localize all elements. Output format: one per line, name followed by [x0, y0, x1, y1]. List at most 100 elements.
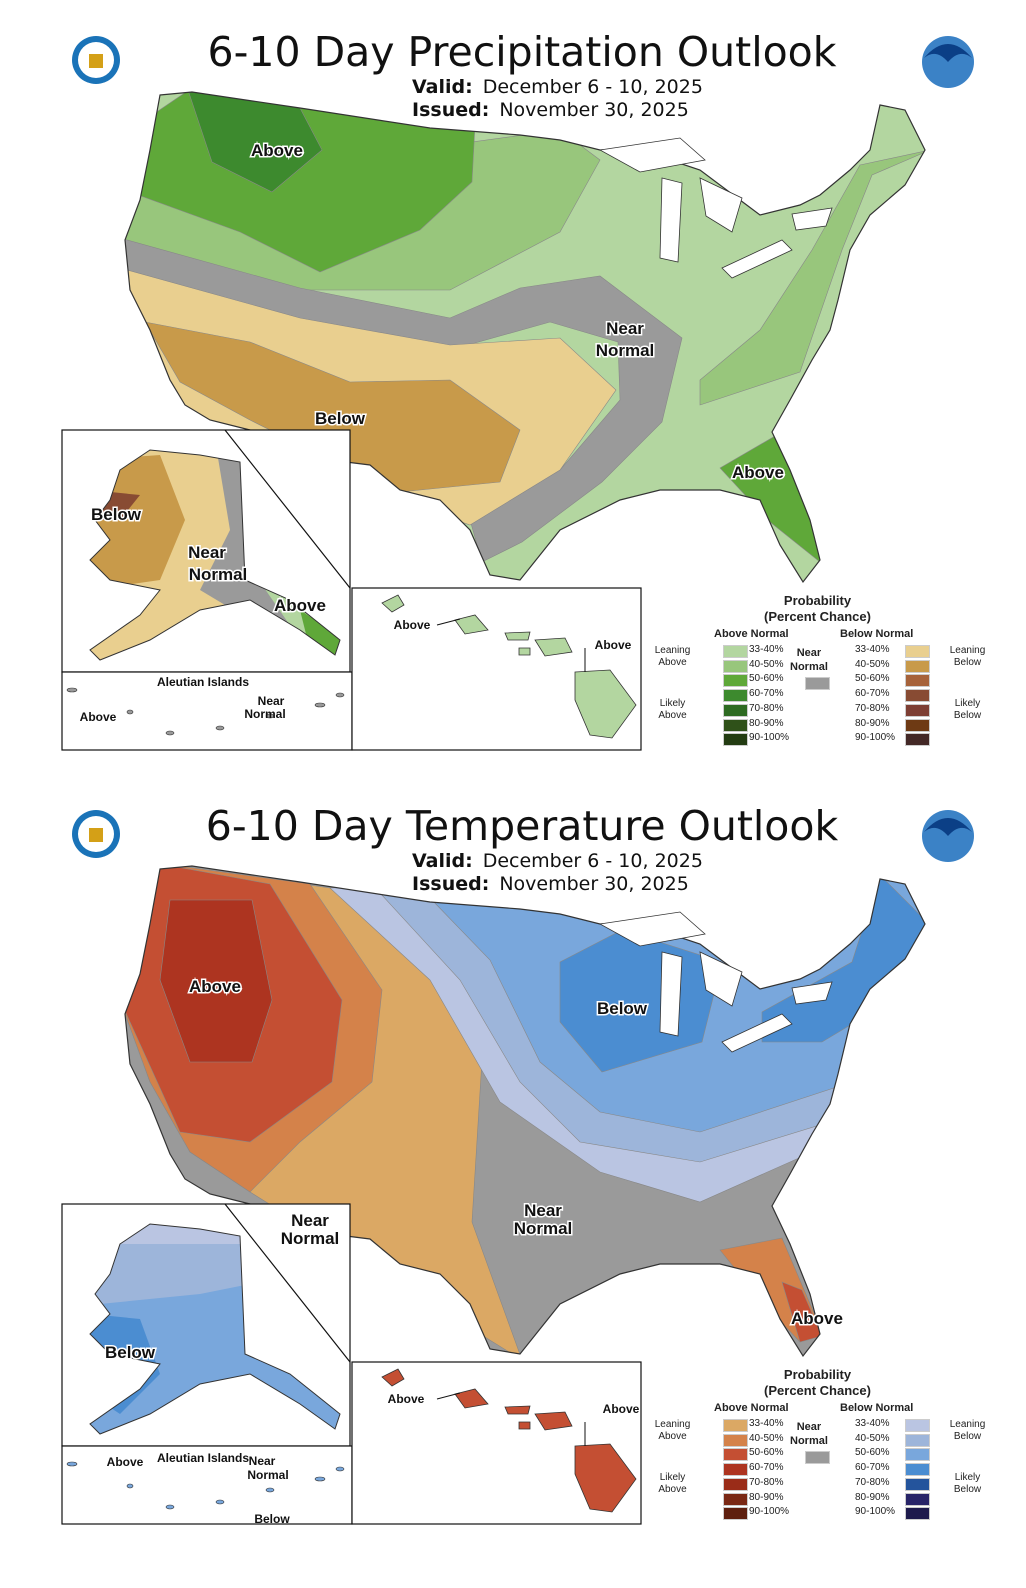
great-lake — [699, 177, 743, 233]
great-lake — [721, 239, 793, 279]
above-range-label: 60-70% — [749, 1462, 784, 1474]
above-range-label: 90-100% — [749, 1506, 790, 1518]
probability-legend: Probability (Percent Chance) Above Normal B… — [650, 590, 990, 750]
hawaii-island — [534, 1411, 573, 1431]
valid-dates: Valid: December 6 - 10, 2025 — [412, 76, 703, 98]
valid-value: December 6 - 10, 2025 — [482, 850, 703, 872]
issued-value: November 30, 2025 — [499, 873, 689, 895]
below-swatch — [905, 1477, 930, 1491]
map-label: Above — [388, 1392, 425, 1406]
map-label: Aleutian Islands — [157, 675, 249, 689]
probability-legend: Probability (Percent Chance) Above Normal B… — [650, 1364, 990, 1524]
temperature-outlook-panel: Above Below Near Normal Near Normal Above Below… — [0, 774, 1026, 1549]
above-swatch — [723, 1507, 748, 1521]
map-label: Above — [107, 1455, 144, 1469]
near-normal-label: Near Normal — [790, 1421, 828, 1447]
above-range-label: 50-60% — [749, 673, 784, 685]
hawaii-island — [504, 631, 531, 641]
above-swatch — [723, 645, 748, 658]
issued-date: Issued: November 30, 2025 — [412, 873, 689, 895]
below-swatch — [905, 1448, 930, 1462]
valid-label: Valid: — [412, 76, 473, 98]
below-swatch — [905, 1492, 930, 1506]
above-range-label: 40-50% — [749, 1432, 784, 1444]
map-label: Normal — [281, 1229, 340, 1248]
below-range-label: 50-60% — [855, 1447, 890, 1459]
alaska-outline — [89, 449, 341, 661]
above-swatch — [723, 1463, 748, 1477]
above-range-label: 33-40% — [749, 1418, 784, 1429]
aleutian-island — [66, 1461, 78, 1467]
above-range-label: 33-40% — [749, 644, 784, 655]
legend-subtitle: (Percent Chance) — [764, 1383, 871, 1398]
aleutian-island — [314, 702, 326, 708]
outlook-region-below-40-50 — [144, 321, 521, 493]
aleutian-island — [126, 1483, 134, 1489]
above-swatch — [723, 1492, 748, 1506]
map-label: Near — [524, 1201, 562, 1220]
below-swatch — [905, 1507, 930, 1521]
below-range-label: 60-70% — [855, 1462, 890, 1474]
issued-label: Issued: — [412, 873, 490, 895]
legend-subtitle: (Percent Chance) — [764, 609, 871, 624]
above-swatch — [723, 659, 748, 673]
aleutian-island — [335, 692, 345, 698]
hawaii-island — [574, 669, 637, 739]
below-swatch — [905, 1463, 930, 1477]
leaning-below-label: Leaning Below — [949, 645, 986, 668]
map-label: Above — [791, 1309, 843, 1328]
aleutian-island — [265, 713, 275, 719]
below-swatch — [905, 645, 930, 658]
above-swatch — [723, 718, 748, 732]
page-title: 6-10 Day Precipitation Outlook — [207, 28, 837, 76]
above-range-label: 60-70% — [749, 688, 784, 700]
alaska-outline — [89, 1223, 341, 1435]
hawaii-island — [504, 1405, 531, 1415]
likely-below-label: Likely Below — [953, 1472, 982, 1495]
near-normal-label: Near Normal — [790, 647, 828, 673]
aleutian-island — [66, 687, 78, 693]
map-label: Below — [91, 505, 142, 524]
above-swatch — [723, 689, 748, 703]
likely-above-label: Likely Above — [658, 698, 687, 721]
map-label: Above — [732, 463, 784, 482]
great-lake — [598, 137, 706, 173]
above-swatch — [723, 1419, 748, 1432]
aleutian-island — [215, 1499, 225, 1505]
aleutian-island — [215, 725, 225, 731]
map-label: Below — [597, 999, 648, 1018]
great-lake — [721, 1013, 793, 1053]
below-swatch — [905, 689, 930, 703]
below-range-label: 80-90% — [855, 1491, 890, 1503]
map-label: Above — [251, 141, 303, 160]
below-range-label: 90-100% — [855, 1506, 896, 1518]
map-label: Above — [595, 638, 632, 652]
above-swatch — [723, 1477, 748, 1491]
near-normal-swatch — [805, 1451, 830, 1464]
likely-above-label: Likely Above — [658, 1472, 687, 1495]
great-lake — [699, 951, 743, 1007]
leaning-below-label: Leaning Below — [949, 1419, 986, 1442]
below-range-label: 33-40% — [855, 1418, 890, 1429]
above-range-label: 80-90% — [749, 717, 784, 729]
map-label: Normal — [244, 707, 285, 721]
hawaii-island — [454, 1388, 489, 1409]
map-label: Normal — [189, 565, 248, 584]
outlook-region-above-40-50 — [699, 149, 925, 406]
above-range-label: 50-60% — [749, 1447, 784, 1459]
temp-map: AboveBelowNearNormalNearNormalAboveBelow… — [61, 810, 974, 1526]
map-label: Above — [80, 710, 117, 724]
below-range-label: 40-50% — [855, 1432, 890, 1444]
leaning-above-label: Leaning Above — [654, 645, 691, 668]
map-label: Normal — [514, 1219, 573, 1238]
page-title: 6-10 Day Temperature Outlook — [205, 802, 839, 850]
above-range-label: 70-80% — [749, 702, 784, 714]
aleutian-island — [335, 1466, 345, 1472]
precip-map: AboveNearNormalBelowAboveBelowNearNormal… — [61, 36, 974, 751]
great-lake — [791, 207, 833, 231]
below-swatch — [905, 1419, 930, 1432]
below-range-label: 70-80% — [855, 702, 890, 714]
map-label: Near — [291, 1211, 329, 1230]
above-swatch — [723, 1433, 748, 1447]
below-swatch — [905, 703, 930, 717]
